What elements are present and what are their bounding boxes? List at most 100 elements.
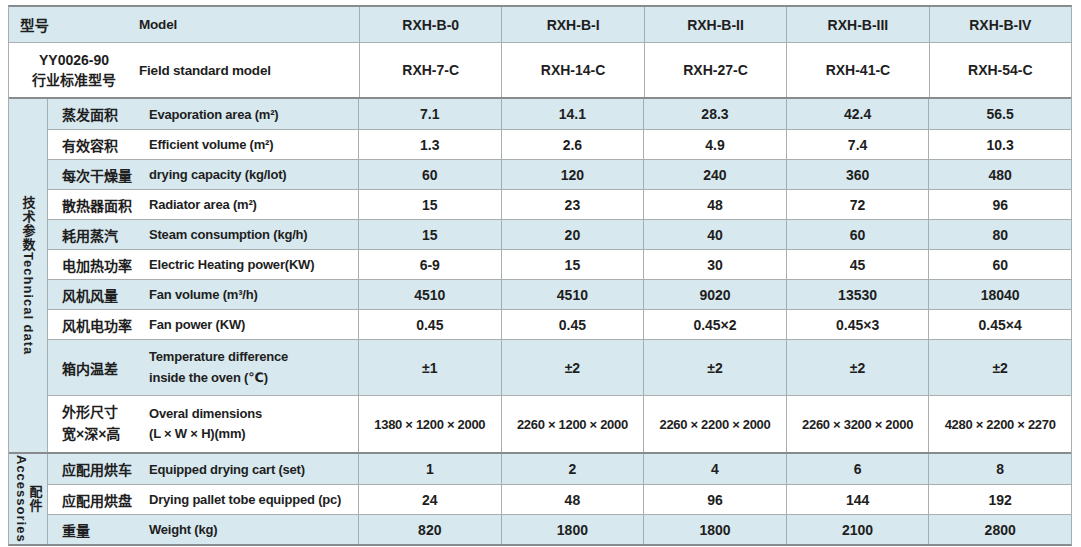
- header-row-standard-model: YY0026-90 行业标准型号 Field standard model RX…: [9, 42, 1071, 97]
- value-cell: 15: [358, 220, 501, 249]
- row-label-en: Efficient volume (m²): [149, 137, 358, 152]
- standard-model-col-5: RXH-54-C: [929, 43, 1071, 97]
- value-cell: 40: [643, 220, 786, 249]
- spec-row-fan-volume: 风机风量 Fan volume (m³/h) 4510 4510 9020 13…: [48, 279, 1071, 309]
- spec-row-drying-capacity: 每次干燥量 drying capacity (kg/lot) 60 120 24…: [48, 159, 1071, 189]
- value-cell: 48: [643, 190, 786, 219]
- value-cell: 72: [786, 190, 929, 219]
- value-cell: 1.3: [358, 130, 501, 159]
- standard-label-cell: YY0026-90 行业标准型号 Field standard model: [9, 43, 359, 97]
- value-cell: 48: [501, 485, 644, 514]
- value-cell: 820: [358, 515, 501, 544]
- standard-label-cn: YY0026-90 行业标准型号: [9, 43, 139, 97]
- row-label-en: Fan volume (m³/h): [149, 287, 358, 302]
- value-cell: 144: [786, 485, 929, 514]
- row-label-en: Weight (kg): [149, 522, 358, 537]
- value-cell: 2260 × 3200 × 2000: [786, 396, 929, 452]
- row-label-cn: 风机电功率: [48, 315, 149, 335]
- row-label-cn: 应配用烘车: [48, 459, 149, 479]
- value-cell: ±1: [358, 340, 501, 395]
- group-label-accessories: Accessories 配件: [9, 454, 48, 544]
- row-label-cn: 风机风量: [48, 285, 149, 305]
- value-cell: 480: [928, 160, 1071, 189]
- value-cell: 60: [358, 160, 501, 189]
- value-cell: 42.4: [786, 99, 929, 129]
- row-label-en: Radiator area (m²): [149, 197, 358, 212]
- spec-row-fan-power: 风机电功率 Fan power (KW) 0.45 0.45 0.45×2 0.…: [48, 309, 1071, 339]
- spec-row-overall-dimensions: 外形尺寸 宽×深×高 Overal dimensions (L × W × H)…: [48, 395, 1071, 452]
- model-name-col-1: RXH-B-0: [359, 7, 501, 42]
- value-cell: 2.6: [501, 130, 644, 159]
- standard-model-col-4: RXH-41-C: [786, 43, 928, 97]
- value-cell: 45: [786, 250, 929, 279]
- model-name-col-4: RXH-B-III: [786, 7, 928, 42]
- value-cell: 15: [501, 250, 644, 279]
- row-label-cn: 耗用蒸汽: [48, 225, 149, 245]
- spec-table: 型号 Model RXH-B-0 RXH-B-I RXH-B-II RXH-B-…: [8, 5, 1072, 546]
- value-cell: 20: [501, 220, 644, 249]
- value-cell: 1800: [501, 515, 644, 544]
- row-label-cn: 重量: [48, 520, 149, 540]
- row-label-cn: 箱内温差: [48, 358, 149, 378]
- value-cell: 4.9: [643, 130, 786, 159]
- spec-row-steam-consumption: 耗用蒸汽 Steam consumption (kg/h) 15 20 40 6…: [48, 219, 1071, 249]
- model-name-col-3: RXH-B-II: [644, 7, 786, 42]
- standard-model-col-3: RXH-27-C: [644, 43, 786, 97]
- value-cell: 0.45: [358, 310, 501, 339]
- value-cell: 13530: [786, 280, 929, 309]
- value-cell: 96: [928, 190, 1071, 219]
- value-cell: 0.45: [501, 310, 644, 339]
- model-label-cn: 型号: [9, 7, 139, 42]
- section-technical-data: 技术参数Technical data 蒸发面积 Evaporation area…: [9, 97, 1071, 452]
- value-cell: 96: [643, 485, 786, 514]
- spec-row-radiator-area: 散热器面积 Radiator area (m²) 15 23 48 72 96: [48, 189, 1071, 219]
- row-label-en: Temperature difference inside the oven (…: [149, 347, 358, 387]
- value-cell: 24: [358, 485, 501, 514]
- value-cell: 15: [358, 190, 501, 219]
- value-cell: 0.45×2: [643, 310, 786, 339]
- model-label-cell: 型号 Model: [9, 7, 359, 42]
- standard-model-col-2: RXH-14-C: [501, 43, 643, 97]
- value-cell: 4510: [358, 280, 501, 309]
- model-label-en: Model: [139, 7, 359, 42]
- row-label-cn: 外形尺寸 宽×深×高: [48, 402, 149, 445]
- value-cell: 80: [928, 220, 1071, 249]
- value-cell: 2260 × 1200 × 2000: [501, 396, 644, 452]
- value-cell: 28.3: [643, 99, 786, 129]
- value-cell: 360: [786, 160, 929, 189]
- standard-code: YY0026-90: [39, 50, 109, 70]
- group-label-technical-data: 技术参数Technical data: [9, 99, 48, 452]
- value-cell: 8: [928, 454, 1071, 484]
- row-label-en: Evaporation area (m²): [149, 107, 358, 122]
- value-cell: 1: [358, 454, 501, 484]
- spec-row-drying-cart: 应配用烘车 Equipped drying cart (set) 1 2 4 6…: [48, 454, 1071, 484]
- row-label-cn: 电加热功率: [48, 255, 149, 275]
- value-cell: 6: [786, 454, 929, 484]
- row-label-en: Equipped drying cart (set): [149, 462, 358, 477]
- spec-row-weight: 重量 Weight (kg) 820 1800 1800 2100 2800: [48, 514, 1071, 544]
- value-cell: 2260 × 2200 × 2000: [643, 396, 786, 452]
- value-cell: 60: [786, 220, 929, 249]
- value-cell: 4: [643, 454, 786, 484]
- value-cell: 2: [501, 454, 644, 484]
- header-row-model: 型号 Model RXH-B-0 RXH-B-I RXH-B-II RXH-B-…: [9, 7, 1071, 42]
- value-cell: ±2: [643, 340, 786, 395]
- row-label-en: Drying pallet tobe equipped (pc): [149, 492, 358, 507]
- spec-row-electric-heating-power: 电加热功率 Electric Heating power(KW) 6-9 15 …: [48, 249, 1071, 279]
- group-label-accessories-cn: 配件: [29, 485, 42, 513]
- value-cell: 0.45×3: [786, 310, 929, 339]
- value-cell: 1380 × 1200 × 2000: [358, 396, 501, 452]
- row-label-cn: 有效容积: [48, 135, 149, 155]
- value-cell: 7.4: [786, 130, 929, 159]
- value-cell: 6-9: [358, 250, 501, 279]
- row-label-cn: 应配用烘盘: [48, 490, 149, 510]
- value-cell: 2800: [928, 515, 1071, 544]
- value-cell: ±2: [928, 340, 1071, 395]
- value-cell: 60: [928, 250, 1071, 279]
- row-label-en: Fan power (KW): [149, 317, 358, 332]
- value-cell: 0.45×4: [928, 310, 1071, 339]
- value-cell: 2100: [786, 515, 929, 544]
- value-cell: ±2: [501, 340, 644, 395]
- value-cell: 192: [928, 485, 1071, 514]
- value-cell: 56.5: [928, 99, 1071, 129]
